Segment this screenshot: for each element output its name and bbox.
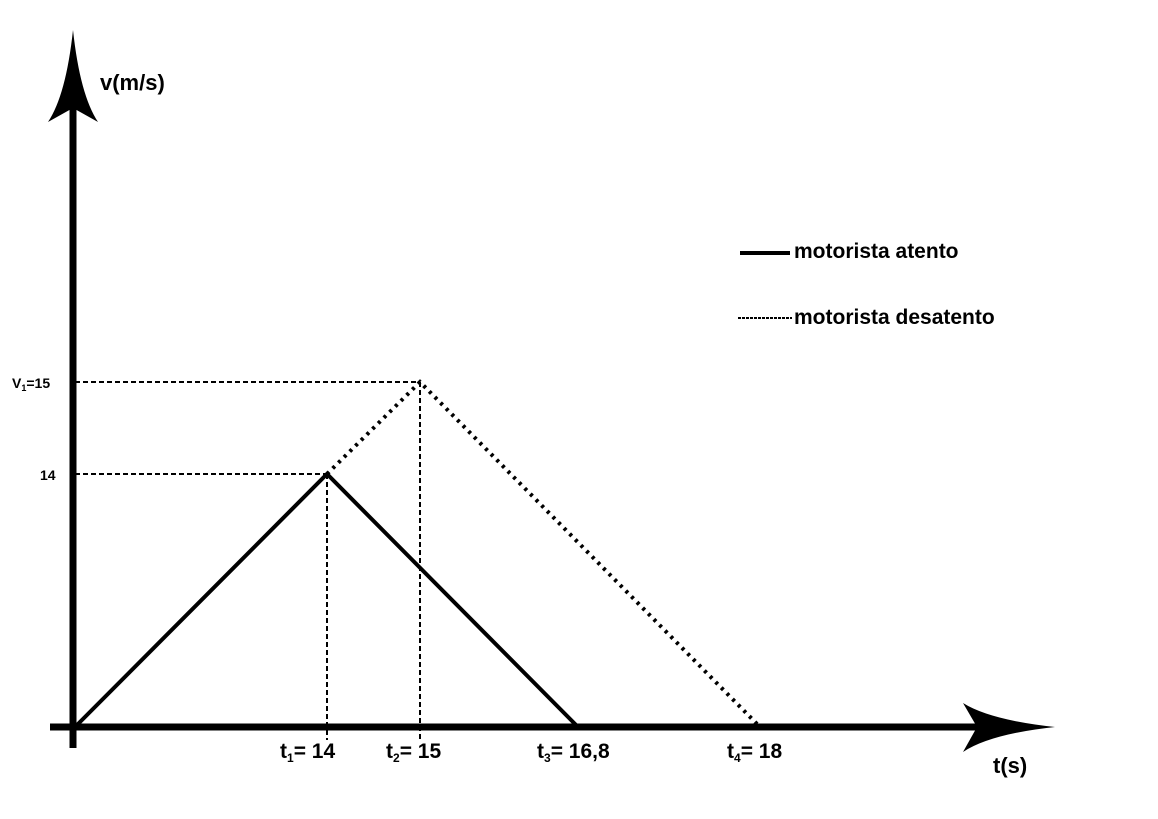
x-label: t2= 15 xyxy=(386,740,441,765)
symbol: t xyxy=(386,740,393,763)
attentive-line xyxy=(73,471,580,729)
value: =15 xyxy=(26,375,50,391)
x-label: t1= 14 xyxy=(280,740,335,765)
value: = 18 xyxy=(741,740,783,763)
guide-lines xyxy=(75,381,421,740)
y-arrowhead xyxy=(48,30,98,122)
value: = 14 xyxy=(294,740,336,763)
symbol: t xyxy=(537,740,544,763)
value: = 16,8 xyxy=(551,740,610,763)
subscript: 1 xyxy=(21,383,26,393)
subscript: 2 xyxy=(393,751,400,765)
y-axis-label: v(m/s) xyxy=(100,70,165,95)
y-label: V1=15 xyxy=(12,375,50,393)
subscript: 4 xyxy=(734,751,741,765)
legend-label: motorista atento xyxy=(794,240,959,263)
x-axis-label: t(s) xyxy=(993,753,1027,778)
x-arrowhead xyxy=(963,703,1055,752)
inattentive-line xyxy=(325,379,762,729)
x-label: t3= 16,8 xyxy=(537,740,610,765)
y-label: 14 xyxy=(40,467,56,483)
symbol: t xyxy=(280,740,287,763)
subscript: 3 xyxy=(544,751,551,765)
x-label: t4= 18 xyxy=(727,740,782,765)
subscript: 1 xyxy=(287,751,294,765)
symbol: t xyxy=(727,740,734,763)
symbol: V xyxy=(12,375,22,391)
value: = 15 xyxy=(400,740,442,763)
legend-label: motorista desatento xyxy=(794,306,995,329)
